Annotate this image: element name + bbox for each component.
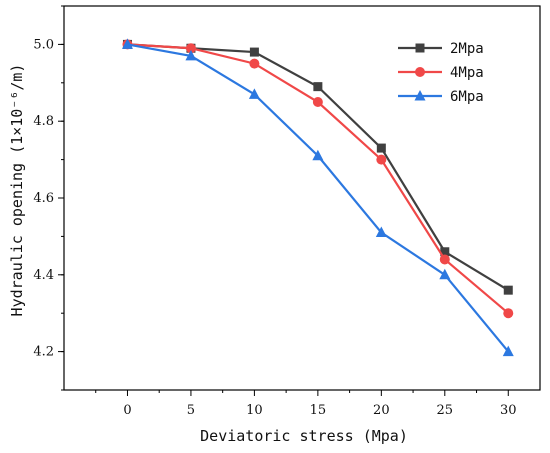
series-layer [121,38,514,357]
data-point [376,143,386,153]
legend: 2Mpa 4Mpa 6Mpa [398,41,484,105]
series-line [127,43,509,292]
y-tick-label: 4.8 [33,114,54,129]
data-point [376,154,387,165]
plot-border [63,5,541,391]
data-point [249,58,260,69]
y-tick-label: 4.6 [33,191,54,206]
legend-label: 4Mpa [450,65,484,81]
x-tick-label: 5 [187,403,195,418]
data-point [439,268,451,280]
series-6Mpa [121,38,514,357]
legend-label: 6Mpa [450,89,484,105]
data-point [503,285,513,295]
y-tick-label: 4.2 [33,345,54,360]
x-axis-ticks: 0 5 10 15 20 25 30 [95,390,517,418]
data-point [313,82,323,92]
y-axis-ticks: 4.2 4.4 4.6 4.8 5.0 [33,5,64,391]
plot-frame [63,5,541,391]
legend-marker [415,67,425,77]
data-point [249,47,259,57]
data-point [248,88,260,99]
data-point [312,97,323,107]
y-axis-label: Hydraulic opening (1×10⁻⁶/m) [8,64,26,317]
y-tick-label: 4.4 [33,268,54,283]
data-point [440,247,450,257]
data-point [312,149,324,161]
data-point [375,226,387,238]
x-tick-label: 0 [123,403,131,418]
legend-label: 2Mpa [450,41,484,57]
data-point [185,43,196,54]
data-point [185,49,197,61]
x-axis-label: Deviatoric stress (Mpa) [200,427,408,445]
x-tick-label: 25 [437,403,454,418]
legend-marker [414,90,426,101]
x-tick-label: 30 [500,403,517,418]
x-tick-label: 20 [373,403,390,418]
x-tick-label: 10 [246,403,263,418]
x-tick-label: 15 [310,403,327,418]
data-point [121,38,133,49]
legend-marker [415,43,425,53]
data-point [502,345,514,357]
series-4Mpa [122,39,514,319]
data-point [503,308,514,319]
y-tick-label: 5.0 [33,37,54,52]
data-point [439,254,450,265]
